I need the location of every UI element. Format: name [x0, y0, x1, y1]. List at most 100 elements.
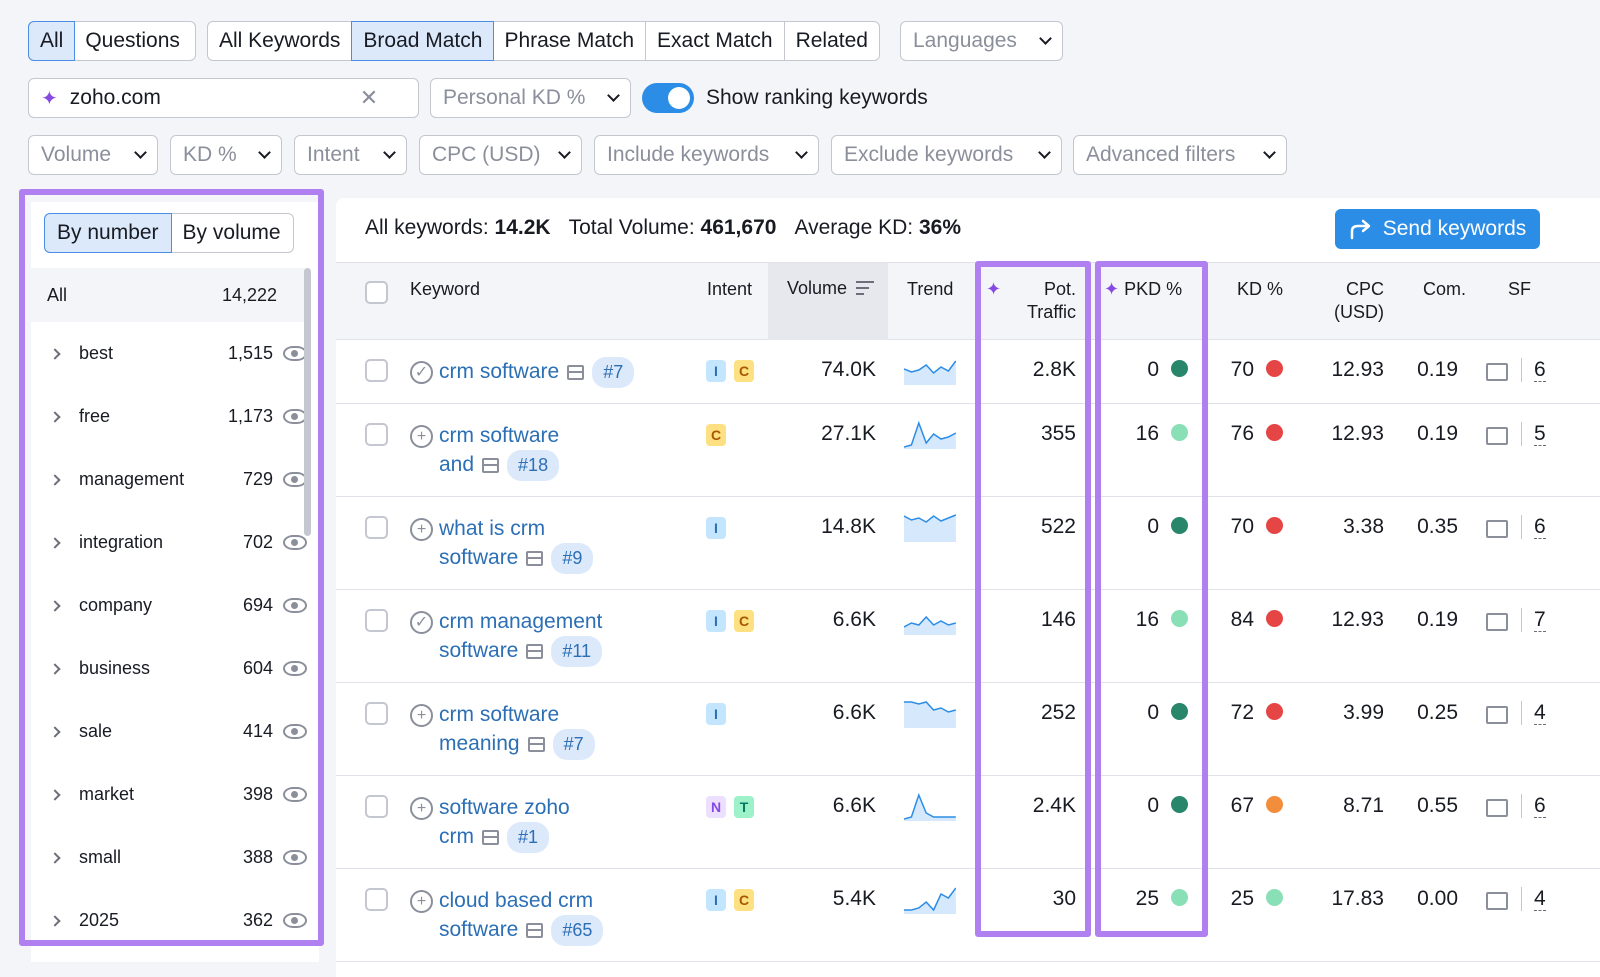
- tab-questions[interactable]: Questions: [85, 29, 180, 52]
- filter-intent[interactable]: Intent: [294, 135, 407, 175]
- group-all[interactable]: All 14,222: [31, 268, 305, 322]
- keyword-link[interactable]: software zoho: [439, 796, 570, 819]
- tab-phrase-match[interactable]: Phrase Match: [493, 22, 647, 60]
- table-row[interactable]: + cloud based crm software #65 I C 5.4K 30 25 25 1…: [336, 869, 1600, 962]
- serp-snapshot-icon[interactable]: [567, 365, 585, 380]
- by-volume-button[interactable]: By volume: [182, 221, 281, 244]
- plus-circle-icon[interactable]: +: [410, 518, 433, 541]
- check-circle-icon[interactable]: ✓: [410, 361, 433, 384]
- domain-field[interactable]: [69, 86, 360, 110]
- eye-icon[interactable]: [283, 724, 307, 739]
- table-row[interactable]: + crm software meaning #7 I 6.6K 252 0 72 3.99 0.2…: [336, 683, 1600, 776]
- col-keyword[interactable]: Keyword: [410, 279, 481, 299]
- keyword-link[interactable]: crm software: [439, 424, 560, 447]
- keyword-link[interactable]: what is crm: [439, 517, 546, 540]
- keyword-link-cont[interactable]: and: [439, 453, 475, 477]
- sidebar-scrollbar[interactable]: [304, 268, 311, 536]
- sf-count[interactable]: 7: [1521, 608, 1546, 632]
- row-checkbox[interactable]: [365, 795, 388, 818]
- chevron-right-icon[interactable]: [49, 347, 61, 360]
- sf-count[interactable]: 6: [1521, 358, 1546, 382]
- eye-icon[interactable]: [283, 787, 307, 802]
- filter-cpc[interactable]: CPC (USD): [419, 135, 582, 175]
- chevron-right-icon[interactable]: [49, 410, 61, 423]
- group-item[interactable]: market 398: [31, 763, 311, 826]
- serp-features-icon[interactable]: [1486, 427, 1508, 445]
- eye-icon[interactable]: [283, 598, 307, 613]
- languages-dropdown[interactable]: Languages: [900, 21, 1063, 61]
- eye-icon[interactable]: [283, 661, 307, 676]
- keyword-link-cont[interactable]: crm: [439, 825, 474, 849]
- send-keywords-button[interactable]: Send keywords: [1335, 209, 1540, 249]
- sf-count[interactable]: 4: [1521, 887, 1546, 911]
- chevron-right-icon[interactable]: [49, 788, 61, 801]
- sf-count[interactable]: 6: [1521, 794, 1546, 818]
- col-pkd[interactable]: ✦ PKD %: [1104, 279, 1183, 299]
- show-ranking-toggle[interactable]: [642, 83, 694, 113]
- chevron-right-icon[interactable]: [49, 536, 61, 549]
- plus-circle-icon[interactable]: +: [410, 797, 433, 820]
- chevron-right-icon[interactable]: [49, 662, 61, 675]
- filter-exclude-keywords[interactable]: Exclude keywords: [831, 135, 1062, 175]
- chevron-right-icon[interactable]: [49, 473, 61, 486]
- filter-volume[interactable]: Volume: [28, 135, 158, 175]
- group-item[interactable]: sale 414: [31, 700, 311, 763]
- sf-count[interactable]: 4: [1521, 701, 1546, 725]
- serp-features-icon[interactable]: [1486, 799, 1508, 817]
- group-item[interactable]: free 1,173: [31, 385, 311, 448]
- keyword-link[interactable]: crm software: [439, 703, 560, 726]
- plus-circle-icon[interactable]: +: [410, 425, 433, 448]
- group-item[interactable]: business 604: [31, 637, 311, 700]
- table-row[interactable]: + what is crm software #9 I 14.8K 522 0 70 3.38 0.…: [336, 497, 1600, 590]
- col-sf[interactable]: SF: [1508, 279, 1532, 299]
- keyword-link-cont[interactable]: software: [439, 546, 519, 570]
- col-intent[interactable]: Intent: [707, 279, 753, 299]
- tab-exact-match[interactable]: Exact Match: [646, 22, 785, 60]
- tab-all[interactable]: All: [28, 21, 76, 61]
- plus-circle-icon[interactable]: +: [410, 890, 433, 913]
- keyword-link-cont[interactable]: software: [439, 918, 519, 942]
- group-item[interactable]: integration 702: [31, 511, 311, 574]
- col-volume[interactable]: Volume: [768, 263, 888, 340]
- serp-snapshot-icon[interactable]: [482, 830, 499, 845]
- chevron-right-icon[interactable]: [49, 851, 61, 864]
- serp-features-icon[interactable]: [1486, 363, 1508, 381]
- keyword-link[interactable]: crm management: [439, 610, 603, 633]
- col-com[interactable]: Com.: [1423, 279, 1467, 299]
- tab-related[interactable]: Related: [795, 29, 868, 52]
- group-item[interactable]: company 694: [31, 574, 311, 637]
- filter-kd[interactable]: KD %: [170, 135, 282, 175]
- row-checkbox[interactable]: [365, 516, 388, 539]
- col-cpc[interactable]: CPC (USD): [1334, 279, 1384, 322]
- col-trend[interactable]: Trend: [907, 279, 954, 299]
- group-item[interactable]: small 388: [31, 826, 311, 889]
- serp-features-icon[interactable]: [1486, 613, 1508, 631]
- chevron-right-icon[interactable]: [49, 599, 61, 612]
- check-circle-icon[interactable]: ✓: [410, 611, 433, 634]
- plus-circle-icon[interactable]: +: [410, 704, 433, 727]
- row-checkbox[interactable]: [365, 888, 388, 911]
- filter-advanced[interactable]: Advanced filters: [1073, 135, 1287, 175]
- eye-icon[interactable]: [283, 913, 307, 928]
- eye-icon[interactable]: [283, 850, 307, 865]
- sf-count[interactable]: 5: [1521, 422, 1546, 446]
- keyword-link[interactable]: crm software: [439, 360, 560, 384]
- table-row[interactable]: + software zoho crm #1 N T 6.6K 2.4K 0 67 8.71 0.55…: [336, 776, 1600, 869]
- clear-icon[interactable]: ✕: [359, 85, 379, 110]
- search-input[interactable]: ✦ ✕: [28, 78, 419, 118]
- serp-snapshot-icon[interactable]: [527, 737, 545, 752]
- sf-count[interactable]: 6: [1521, 515, 1546, 539]
- row-checkbox[interactable]: [365, 609, 388, 632]
- row-checkbox[interactable]: [365, 423, 388, 446]
- select-all-checkbox[interactable]: [365, 281, 388, 304]
- serp-snapshot-icon[interactable]: [526, 923, 544, 938]
- serp-features-icon[interactable]: [1486, 520, 1508, 538]
- tab-all-keywords[interactable]: All Keywords: [208, 22, 353, 60]
- serp-snapshot-icon[interactable]: [526, 644, 544, 659]
- group-item[interactable]: management 729: [31, 448, 311, 511]
- keyword-link-cont[interactable]: software: [439, 639, 519, 663]
- col-pot-traffic[interactable]: ✦ Pot. Traffic: [986, 279, 1076, 322]
- filter-include-keywords[interactable]: Include keywords: [594, 135, 819, 175]
- tab-broad-match[interactable]: Broad Match: [351, 21, 495, 61]
- keyword-link-cont[interactable]: meaning: [439, 732, 520, 756]
